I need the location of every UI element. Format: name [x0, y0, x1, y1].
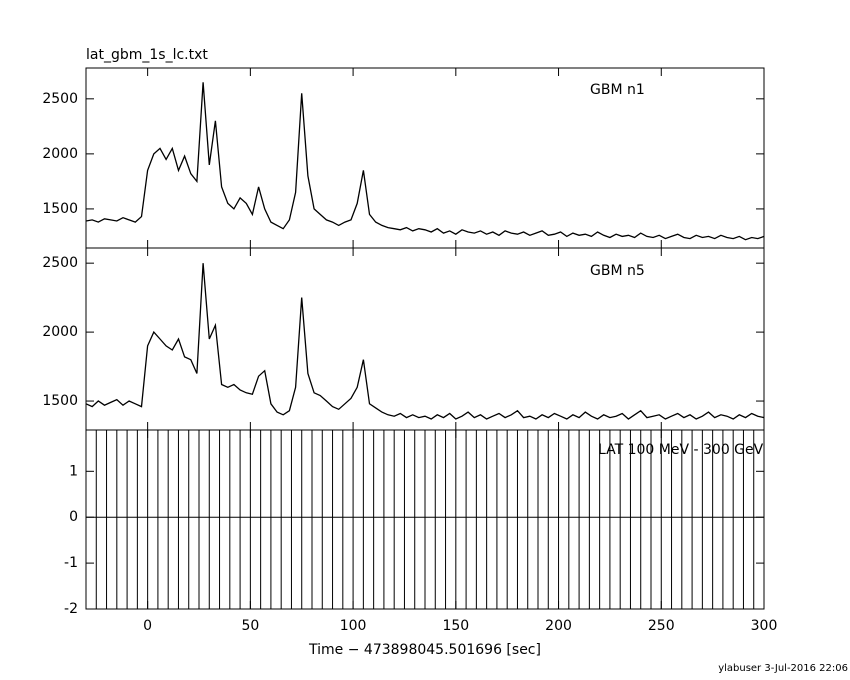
- panel-label: GBM n5: [590, 263, 645, 279]
- y-tick-label: 2500: [42, 255, 78, 271]
- y-tick-label: -1: [64, 555, 78, 571]
- x-tick-label: 0: [143, 618, 152, 634]
- chart-title: lat_gbm_1s_lc.txt: [86, 47, 208, 63]
- y-tick-label: 2000: [42, 146, 78, 162]
- x-axis-label: Time − 473898045.501696 [sec]: [308, 642, 541, 658]
- light-curve: [86, 82, 764, 241]
- x-tick-label: 50: [241, 618, 259, 634]
- y-tick-label: 1: [69, 463, 78, 479]
- y-tick-label: 1500: [42, 201, 78, 217]
- x-tick-label: 100: [340, 618, 367, 634]
- panel-frame: [85, 429, 765, 610]
- x-tick-label: 150: [442, 618, 469, 634]
- y-tick-label: 2500: [42, 91, 78, 107]
- y-tick-label: 1500: [42, 393, 78, 409]
- panel-label: LAT 100 MeV - 300 GeV: [598, 442, 764, 458]
- panel-label: GBM n1: [590, 82, 645, 98]
- x-tick-label: 300: [751, 618, 778, 634]
- footer: ylabuser 3-Jul-2016 22:06: [718, 663, 848, 674]
- plot-area: [86, 82, 764, 241]
- y-tick-label: -2: [64, 601, 78, 617]
- x-tick-label: 200: [545, 618, 572, 634]
- plot-area: [86, 263, 764, 420]
- y-tick-label: 2000: [42, 324, 78, 340]
- plot-area: [86, 430, 764, 609]
- y-tick-label: 0: [69, 509, 78, 525]
- light-curve: [86, 263, 764, 420]
- x-tick-label: 250: [648, 618, 675, 634]
